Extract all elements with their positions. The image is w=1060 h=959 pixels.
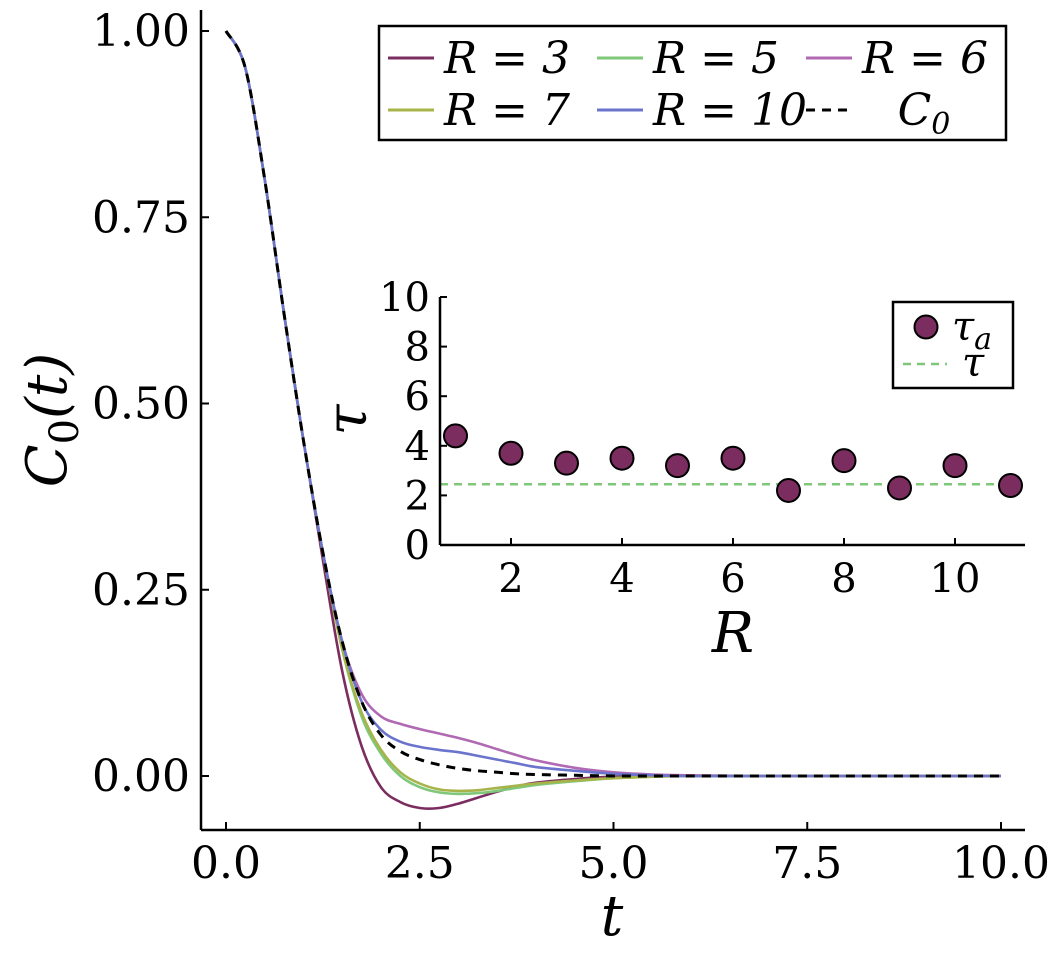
inset-y-tick-label: 4 [405,424,430,470]
inset-x-tick-label: 2 [498,556,523,602]
main-legend: R = 3 R = 5 R = 6 R = 7 R = 10 C0 [377,24,1008,142]
main-x-axis-label: t [601,884,624,949]
main-y-tick-label: 0.75 [92,192,190,243]
inset-legend-box [891,300,1015,390]
inset-y-tick-label: 0 [405,523,430,569]
legend-label-3: R = 6 [861,33,988,84]
main-x-tick-label: 5.0 [579,838,649,889]
tau-a-point [498,440,524,466]
tau-a-point [609,445,635,471]
tau-a-point [554,450,579,476]
inset-x-tick-label: 6 [720,556,745,602]
tau-a-point [887,475,912,501]
tau-a-point [720,445,746,471]
legend-label-1: R = 3 [443,33,570,84]
main-y-axis-label: C0(t) [15,353,88,488]
inset-y-tick-label: 10 [379,275,430,321]
legend-label-4: R = 7 [443,85,570,136]
inset-x-axis-label: R [711,601,754,666]
main-y-tick-label: 0.00 [92,751,190,802]
main-y-tick-label: 1.00 [92,6,190,57]
tau-a-point [998,472,1023,498]
legend-label-2: R = 5 [652,33,779,84]
inset-x-tick-label: 4 [609,556,634,602]
inset-y-tick-label: 2 [405,473,430,519]
main-y-tick-label: 0.25 [92,565,190,616]
main-series-lines [224,30,1001,810]
main-x-tick-label: 7.5 [772,838,842,889]
main-x-tick-label: 0.0 [191,838,261,889]
tau-a-point [942,453,968,479]
inset-x-tick-label: 10 [930,556,981,602]
inset-legend: τaτ [891,300,1015,390]
main-ticks: 0.0 2.5 5.0 7.5 10.0 0.00 0.25 0.50 0.75 1.00 [92,6,1050,889]
series-line-c-0 [224,30,1001,778]
inset-legend-label-tau-a: τa [952,304,992,357]
inset-legend-swatch-tau-a [913,314,939,340]
legend-label-5: R = 10 [652,85,807,136]
inset-x-tick-label: 8 [831,556,856,602]
main-y-tick-label: 0.50 [92,379,190,430]
tau-a-point [665,453,690,479]
tau-a-point [831,448,857,474]
main-plot: 0.0 2.5 5.0 7.5 10.0 0.00 0.25 0.50 0.75 1.00 t C… [15,6,1050,949]
inset-y-tick-label: 6 [405,374,430,420]
inset-y-axis-label: τ [315,403,380,435]
main-legend-box [377,24,1008,142]
tau-a-point [443,423,468,449]
inset-legend-label-tau: τ [962,340,985,386]
main-x-tick-label: 10.0 [952,838,1050,889]
inset-series [440,423,1025,503]
main-x-tick-label: 2.5 [385,838,455,889]
legend-label-6: C0 [898,85,951,142]
inset-y-tick-label: 8 [405,325,430,371]
tau-a-point [776,477,801,503]
